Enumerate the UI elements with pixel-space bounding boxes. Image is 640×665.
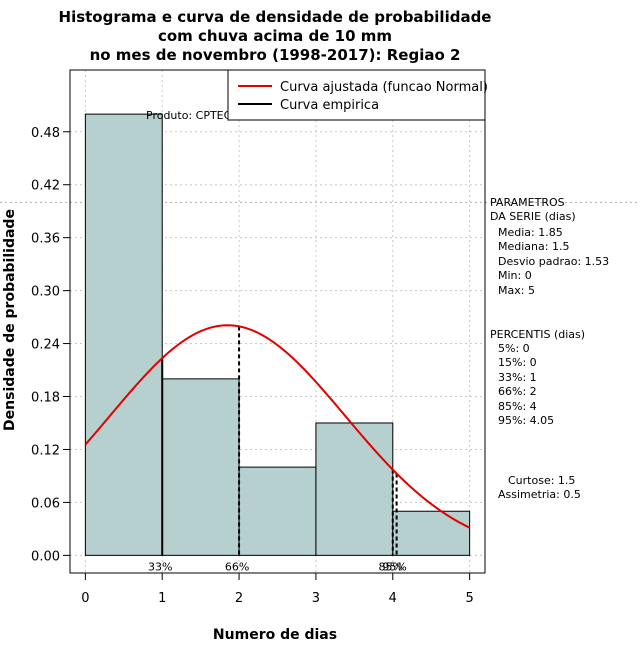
- param-media: Media: 1.85: [498, 226, 563, 239]
- y-tick-label-6: 0.36: [31, 232, 60, 247]
- y-tick-label-1: 0.06: [31, 496, 60, 511]
- percentil-5: 5%: 0: [498, 342, 530, 355]
- param-mediana: Mediana: 1.5: [498, 240, 569, 253]
- percentil-85: 85%: 4: [498, 400, 537, 413]
- y-tick-label-0: 0.00: [31, 549, 60, 564]
- x-tick-label-4: 4: [389, 591, 397, 606]
- chart-title-line-3: no mes de novembro (1998-2017): Regiao 2: [90, 46, 461, 64]
- percentile-label-1: 66%: [225, 560, 249, 573]
- axes-layer: 0 1 2 3 4 5 0.00 0.06 0.12 0.18 0.24 0.30 0.36 0.42 0.…: [31, 126, 474, 606]
- side-panel: PARAMETROS DA SERIE (dias) Media: 1.85 M…: [490, 196, 609, 501]
- percentil-66: 66%: 2: [498, 385, 537, 398]
- param-max: Max: 5: [498, 284, 535, 297]
- legend-empirical-label: Curva empirica: [280, 98, 379, 113]
- param-desvio: Desvio padrao: 1.53: [498, 255, 609, 268]
- assimetria-value: Assimetria: 0.5: [498, 488, 581, 501]
- y-tick-label-7: 0.42: [31, 179, 60, 194]
- y-axis-title: Densidade de probabilidade: [2, 209, 18, 431]
- x-tick-label-5: 5: [465, 591, 473, 606]
- y-tick-label-8: 0.48: [31, 126, 60, 141]
- legend-fitted-label: Curva ajustada (funcao Normal): [280, 80, 488, 95]
- percentil-95: 95%: 4.05: [498, 414, 554, 427]
- y-tick-label-3: 0.18: [31, 391, 60, 406]
- histogram-bar-1: [161, 378, 240, 556]
- y-tick-label-5: 0.30: [31, 285, 60, 300]
- percentile-label-0: 33%: [148, 560, 172, 573]
- curve-layer: [84, 324, 471, 529]
- x-tick-label-1: 1: [158, 591, 166, 606]
- curtose-value: Curtose: 1.5: [508, 474, 575, 487]
- percentile-label-3: 95%: [382, 560, 406, 573]
- bars-layer: [84, 113, 471, 556]
- histogram-bar-4: [392, 510, 471, 556]
- percentis-title: PERCENTIS (dias): [490, 328, 585, 341]
- percentil-15: 15%: 0: [498, 356, 537, 369]
- x-tick-label-0: 0: [81, 591, 89, 606]
- percentile-markers-layer: 33% 66% 85%95%: [148, 326, 407, 573]
- percentile-label-2: 85%: [379, 560, 403, 573]
- histogram-bar-3: [315, 422, 394, 556]
- params-title: PARAMETROS: [490, 196, 565, 209]
- x-tick-label-3: 3: [312, 591, 320, 606]
- y-tick-label-2: 0.12: [31, 443, 60, 458]
- fitted-normal-curve: [84, 324, 471, 529]
- x-axis-title: Numero de dias: [213, 627, 337, 643]
- percentil-33: 33%: 1: [498, 371, 537, 384]
- y-tick-label-4: 0.24: [31, 338, 60, 353]
- param-min: Min: 0: [498, 269, 532, 282]
- chart-title-line-1: Histograma e curva de densidade de proba…: [59, 8, 492, 26]
- chart-title-line-2: com chuva acima de 10 mm: [158, 27, 392, 45]
- legend: Curva ajustada (funcao Normal) Curva emp…: [227, 69, 488, 121]
- x-tick-label-2: 2: [235, 591, 243, 606]
- histogram-bar-2: [238, 466, 317, 556]
- histogram-bar-0: [84, 113, 163, 556]
- legend-box: [227, 69, 486, 121]
- params-subtitle: DA SERIE (dias): [490, 210, 576, 223]
